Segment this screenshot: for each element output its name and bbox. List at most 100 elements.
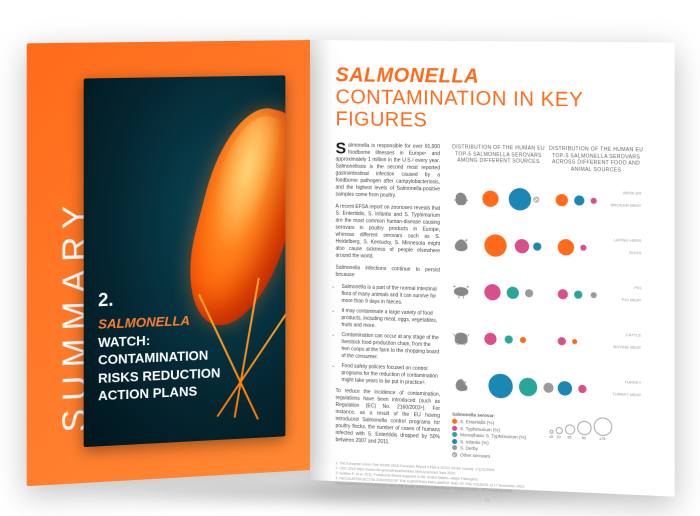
body-text-column: Salmonella is responsible for over 91,00…: [336, 142, 440, 457]
legend-label: S. Enteritidis (%): [460, 419, 494, 425]
chapter-card: 2. SALMONELLA WATCH: CONTAMINATION RISKS…: [84, 75, 286, 447]
size-legend-circle: [555, 427, 562, 434]
legend-dot: [452, 452, 457, 457]
bubble-group: LAYING HENS EGGS: [549, 232, 643, 265]
bubble: [590, 198, 596, 204]
legend-dot: [452, 438, 457, 443]
bubble: [557, 289, 567, 300]
bubble: [580, 245, 586, 251]
bubble-group: [474, 323, 545, 356]
size-legend-circle: [549, 430, 553, 434]
bubble-group: [474, 183, 545, 215]
left-page: SUMMARY 2. SALMONELLA WATCH: CONTAMINATI…: [27, 40, 310, 486]
serovar-legend: Salmonella serovar: S. Enteritidis (%)S.…: [452, 412, 545, 461]
size-legend-item: ≥75: [593, 417, 612, 441]
bubble: [557, 337, 565, 345]
chart-row-pig: PIGPIG MEAT: [549, 276, 643, 314]
row-label: PIG: [634, 285, 641, 290]
bubble: [488, 373, 512, 398]
bubble-group: [474, 276, 545, 309]
row-label: EGGS: [629, 250, 641, 255]
bubble: [590, 292, 596, 298]
bubble-group: [474, 370, 545, 403]
dropcap: S: [336, 142, 347, 156]
size-legend-item: ≤5: [549, 430, 553, 439]
body-p4: To reduce the incidence of contamination…: [336, 388, 440, 449]
bubble-group: CATTLE BOVINE MEAT: [549, 325, 643, 359]
bubble: [525, 289, 533, 297]
bubble: [505, 335, 513, 343]
chart-row-turkey: TURKEYTURKEY MEAT: [549, 370, 643, 408]
row-label: CATTLE: [626, 332, 642, 338]
bubble-group: PIGPIG MEAT: [549, 279, 643, 312]
pig-icon: [452, 283, 470, 299]
legend-dot: [452, 425, 457, 430]
bubble-group: [474, 230, 545, 262]
size-legend-value: ≤5: [549, 435, 553, 439]
chart-row-pig: [452, 274, 545, 311]
body-p2: A recent EFSA report on zoonoses reveals…: [336, 204, 440, 263]
legend-dot: [452, 419, 457, 424]
size-legend-circle: [564, 424, 574, 435]
bubble: [572, 339, 577, 344]
chart-row-cattle: [452, 320, 545, 358]
bubble: [533, 197, 539, 203]
size-legend-item: 25: [564, 424, 574, 440]
bubble: [574, 195, 584, 205]
chapter-number: 2.: [98, 285, 250, 312]
chart-row-layer: [452, 227, 545, 264]
cattle-icon: [452, 330, 470, 346]
heading-salmonella: SALMONELLA: [336, 64, 480, 88]
bubble: [574, 290, 582, 298]
size-legend-value: ≥75: [593, 437, 612, 442]
body-bullets: Salmonella is a part of the normal intes…: [341, 284, 440, 388]
bullet-4: Food safety policies focused on control …: [341, 363, 440, 388]
legend-dot: [452, 445, 457, 450]
charts-column: DISTRIBUTION OF THE HUMAN EU TOP-5 SALMO…: [452, 144, 643, 466]
row-label: TURKEY: [624, 379, 641, 385]
legend-label: S. Derby: [460, 445, 478, 451]
bubble: [557, 381, 571, 396]
chart-row-cattle: CATTLE BOVINE MEAT: [549, 323, 643, 361]
bubble: [484, 333, 496, 346]
body-p1: almonella is responsible for over 91,000…: [336, 143, 440, 199]
bubble: [482, 190, 498, 207]
bubble-group: TURKEYTURKEY MEAT: [549, 372, 643, 406]
legend-label: S. Infantis (%): [460, 439, 489, 445]
bubble: [519, 378, 537, 397]
bubble: [557, 239, 573, 256]
bubble: [484, 284, 500, 301]
chart-right-title: DISTRIBUTION OF THE HUMAN EU TOP-5 SALMO…: [549, 146, 643, 176]
size-legend-item: 50: [577, 421, 591, 441]
chart-left: DISTRIBUTION OF THE HUMAN EU TOP-5 SALMO…: [452, 144, 545, 462]
bullet-2: It may contaminate a large variety of fo…: [341, 308, 440, 332]
chapter-title-block: 2. SALMONELLA WATCH: CONTAMINATION RISKS…: [98, 285, 250, 406]
chart-row-layer: LAYING HENS EGGS: [549, 230, 643, 267]
bubble: [520, 337, 526, 343]
size-legend: ≤5102550≥75: [549, 415, 643, 442]
bubble: [555, 194, 567, 207]
row-label: BOVINE MEAT: [613, 344, 641, 350]
bubble: [533, 242, 541, 250]
bubble: [515, 239, 529, 254]
size-legend-value: 10: [555, 435, 562, 439]
chart-right: DISTRIBUTION OF THE HUMAN EU TOP-5 SALMO…: [549, 146, 643, 467]
size-legend-item: 10: [555, 427, 562, 440]
bullet-3: Contamination can occur at any stage of …: [341, 332, 440, 364]
bubble: [484, 234, 506, 257]
bullet-1: Salmonella is a part of the normal intes…: [341, 284, 440, 308]
broiler-icon: [452, 190, 470, 206]
chapter-line-1: SALMONELLA: [98, 313, 190, 332]
row-label: LAYING HENS: [614, 237, 642, 243]
size-legend-circle: [593, 417, 612, 436]
row-label: BROILER: [623, 190, 641, 196]
size-legend-circle: [577, 421, 591, 436]
bubble: [578, 385, 586, 393]
chart-row-broiler: [452, 181, 545, 217]
open-book: SUMMARY 2. SALMONELLA WATCH: CONTAMINATI…: [30, 40, 670, 490]
layer-icon: [452, 237, 470, 253]
legend-label: Other serovars: [460, 452, 490, 458]
legend-label: S. Typhimurium (%): [460, 426, 500, 433]
turkey-icon: [452, 377, 470, 393]
bubble-group: BROILERBROILER MEAT: [549, 185, 643, 218]
